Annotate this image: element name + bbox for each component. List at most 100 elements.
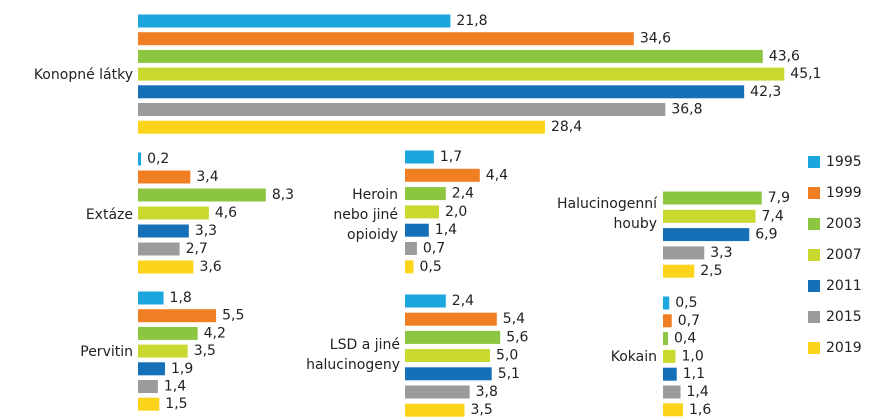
value-label: 1,4	[164, 379, 186, 395]
bar	[138, 380, 158, 393]
category-label: Heroin	[352, 187, 398, 203]
bar	[405, 330, 501, 344]
value-label: 36,8	[671, 102, 702, 118]
value-label: 3,3	[195, 223, 217, 239]
value-label: 3,6	[199, 259, 221, 275]
bar	[663, 332, 668, 346]
value-label: 21,8	[456, 13, 487, 29]
bar	[138, 85, 745, 99]
category-label: Halucinogenní	[557, 196, 658, 212]
value-label: 5,6	[506, 329, 528, 345]
value-label: 45,1	[790, 66, 821, 82]
value-label: 43,6	[769, 48, 800, 64]
bar	[138, 32, 634, 46]
legend-label: 2011	[826, 278, 862, 294]
legend-label: 1999	[826, 185, 862, 201]
category-label: nebo jiné	[333, 207, 398, 223]
legend-swatch	[808, 311, 820, 323]
value-label: 8,3	[272, 187, 294, 203]
value-label: 7,9	[768, 190, 790, 206]
bar	[663, 314, 672, 328]
legend-label: 1995	[826, 154, 862, 170]
bar	[405, 205, 439, 219]
bar	[138, 309, 217, 323]
value-label: 1,0	[682, 348, 704, 364]
value-label: 0,2	[147, 151, 169, 167]
bar	[138, 362, 165, 376]
bar	[138, 326, 198, 340]
value-label: 5,0	[496, 348, 518, 364]
bar	[138, 170, 191, 184]
legend-label: 2015	[826, 309, 862, 325]
bar	[663, 246, 705, 260]
bar	[663, 228, 750, 242]
bar	[405, 223, 429, 237]
bar	[663, 403, 683, 417]
category-label: Konopné látky	[34, 67, 133, 83]
bar	[663, 296, 670, 310]
bar	[663, 264, 695, 278]
category-label: opioidy	[347, 227, 398, 243]
category-label: halucinogeny	[306, 357, 400, 373]
value-label: 2,7	[186, 241, 208, 257]
bar	[405, 242, 417, 255]
legend-swatch	[808, 156, 820, 168]
category-label: houby	[614, 216, 657, 232]
value-label: 3,5	[471, 402, 493, 418]
value-label: 0,5	[420, 259, 442, 275]
bar	[138, 344, 188, 358]
legend-swatch	[808, 342, 820, 354]
value-label: 2,4	[452, 293, 474, 309]
bar	[405, 260, 414, 274]
bar	[663, 367, 677, 381]
bar	[138, 291, 164, 305]
value-label: 42,3	[750, 84, 781, 100]
bar	[138, 120, 545, 134]
value-label: 4,2	[204, 325, 226, 341]
category-label: Extáze	[86, 207, 133, 223]
bar	[138, 152, 142, 166]
bar	[405, 187, 446, 201]
value-label: 1,8	[170, 290, 192, 306]
value-label: 0,7	[678, 313, 700, 329]
bar	[405, 168, 480, 182]
category-label: Pervitin	[80, 344, 133, 360]
value-label: 4,6	[215, 205, 237, 221]
value-label: 1,5	[165, 396, 187, 412]
value-label: 2,5	[700, 263, 722, 279]
bar	[405, 294, 446, 308]
legend-swatch	[808, 187, 820, 199]
value-label: 7,4	[762, 208, 784, 224]
bar	[663, 349, 676, 363]
bar	[138, 397, 160, 411]
bar	[405, 349, 490, 363]
value-label: 3,5	[194, 343, 216, 359]
value-label: 6,9	[755, 227, 777, 243]
bar	[138, 206, 209, 220]
value-label: 5,5	[222, 308, 244, 324]
value-label: 3,3	[710, 245, 732, 261]
legend-label: 2019	[826, 340, 862, 356]
bar	[138, 14, 451, 28]
value-label: 1,1	[683, 366, 705, 382]
bar	[405, 367, 492, 381]
value-label: 0,4	[674, 331, 696, 347]
bar	[138, 224, 189, 238]
value-label: 1,4	[435, 222, 457, 238]
bar	[138, 242, 180, 256]
value-label: 2,0	[445, 204, 467, 220]
value-label: 4,4	[486, 167, 508, 183]
value-label: 3,4	[196, 169, 218, 185]
value-label: 0,7	[423, 241, 445, 257]
value-label: 1,9	[171, 361, 193, 377]
category-label: Kokain	[611, 349, 657, 365]
value-label: 5,1	[498, 366, 520, 382]
bar	[405, 150, 434, 164]
bar	[138, 188, 266, 202]
legend-swatch	[808, 280, 820, 292]
bar	[138, 260, 194, 274]
bar	[663, 209, 756, 223]
value-label: 1,6	[689, 402, 711, 418]
bar	[663, 385, 681, 399]
bar	[405, 312, 497, 326]
